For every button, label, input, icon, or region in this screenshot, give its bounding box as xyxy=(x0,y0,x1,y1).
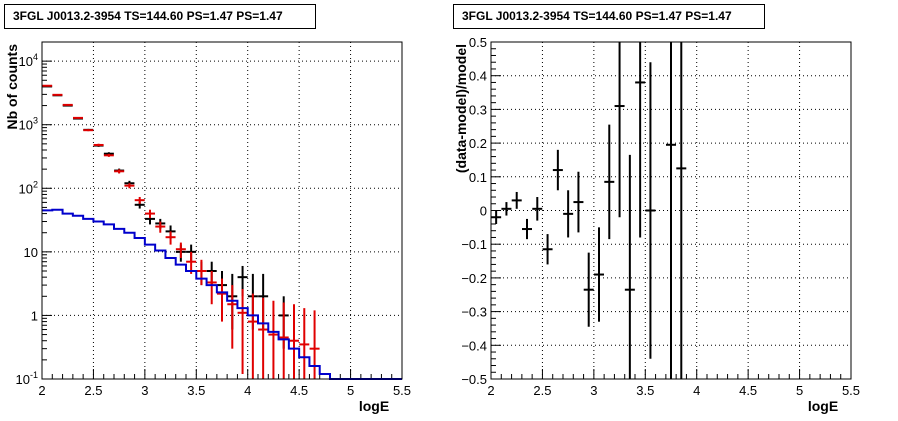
data-point xyxy=(258,297,269,379)
x-tick-label: 5 xyxy=(347,383,354,398)
data-point xyxy=(624,154,635,379)
y-tick-label: 102 xyxy=(19,179,38,196)
x-tick-label: 4 xyxy=(693,383,700,398)
x-axis-label: logE xyxy=(808,398,838,414)
data-point xyxy=(552,149,563,191)
data-point xyxy=(145,209,155,219)
data-point xyxy=(666,42,676,379)
chart-title: 3FGL J0013.2-3954 TS=144.60 PS=1.47 PS=1… xyxy=(453,4,765,29)
data-point xyxy=(52,93,63,96)
data-point xyxy=(635,42,646,238)
data-point xyxy=(93,143,104,147)
data-point xyxy=(83,129,94,132)
plot-frame xyxy=(41,41,403,380)
counts-plot: 2 2.5 3 3.5 4 4.5 5 5.5 10-1 1 10 102 103 104 logE Nb o… xyxy=(4,41,411,414)
model-histogram-line xyxy=(42,208,402,380)
data-point xyxy=(604,124,615,240)
y-tick-label: 10 xyxy=(24,245,38,260)
data-point xyxy=(309,310,320,379)
y-tick-label: 10-1 xyxy=(16,370,38,387)
data-point xyxy=(522,218,532,240)
y-tick-label: 0.2 xyxy=(469,136,487,151)
chart-title: 3FGL J0013.2-3954 TS=144.60 PS=1.47 PS=1… xyxy=(4,4,316,29)
data-point xyxy=(217,278,227,322)
data-point xyxy=(573,171,584,233)
data-point xyxy=(134,196,145,204)
data-point xyxy=(583,252,594,327)
x-tick-label: 2 xyxy=(38,383,45,398)
x-axis-label: logE xyxy=(359,398,389,414)
x-tick-label: 2 xyxy=(487,383,494,398)
data-point xyxy=(42,84,53,87)
x-tick-label: 4 xyxy=(244,383,251,398)
plot-frame xyxy=(490,41,852,380)
y-tick-label: 0.4 xyxy=(469,69,487,84)
x-tick-label: 5 xyxy=(796,383,803,398)
y-axis-label: Nb of counts xyxy=(4,44,20,130)
x-tick-label: 4.5 xyxy=(290,383,308,398)
x-tick-label: 4.5 xyxy=(739,383,757,398)
y-tick-label: 0.5 xyxy=(469,35,487,50)
data-point xyxy=(299,308,310,379)
y-tick-label: 104 xyxy=(19,52,38,69)
y-tick-label: −0.4 xyxy=(461,338,487,353)
data-point xyxy=(542,234,553,265)
data-point xyxy=(175,242,186,259)
x-tick-label: 3 xyxy=(141,383,148,398)
residual-panel: 3FGL J0013.2-3954 TS=144.60 PS=1.47 PS=1… xyxy=(449,0,898,421)
counts-panel: 3FGL J0013.2-3954 TS=144.60 PS=1.47 PS=1… xyxy=(4,4,411,414)
data-point xyxy=(165,231,176,245)
data-point xyxy=(645,62,656,359)
data-point xyxy=(247,293,258,379)
data-point xyxy=(206,270,217,305)
data-point xyxy=(103,153,114,157)
x-tick-label: 3.5 xyxy=(636,383,654,398)
data-point xyxy=(124,183,135,189)
data-point xyxy=(268,300,279,379)
x-tick-label: 5.5 xyxy=(393,383,411,398)
x-tick-label: 2.5 xyxy=(533,383,551,398)
y-tick-label: −0.3 xyxy=(461,305,487,320)
data-point xyxy=(73,116,83,119)
residual-plot: 2 2.5 3 3.5 4 4.5 5 5.5 −0.5 −0.4 −0.3 −0.2 −0.1 0 0.1… xyxy=(453,35,860,414)
x-tick-label: 3 xyxy=(590,383,597,398)
data-point xyxy=(278,302,289,379)
y-tick-label: 0 xyxy=(480,204,487,219)
data-point xyxy=(289,304,299,379)
data-point xyxy=(501,202,512,216)
data-point xyxy=(237,289,248,374)
data-point xyxy=(563,190,574,238)
y-tick-label: −0.2 xyxy=(461,271,487,286)
data-point xyxy=(114,169,125,174)
data-point xyxy=(491,210,502,224)
x-tick-label: 2.5 xyxy=(84,383,102,398)
y-tick-label: −0.1 xyxy=(461,237,487,252)
x-tick-label: 3.5 xyxy=(187,383,205,398)
data-point xyxy=(227,285,238,349)
y-tick-label: 0.1 xyxy=(469,170,487,185)
y-axis-label: (data-model)/model xyxy=(453,44,469,173)
data-point xyxy=(155,221,166,233)
y-tick-label: 1 xyxy=(31,308,38,323)
data-point xyxy=(196,259,207,286)
x-tick-label: 5.5 xyxy=(842,383,860,398)
y-tick-label: 0.3 xyxy=(469,102,487,117)
y-tick-label: 103 xyxy=(19,116,38,133)
data-point xyxy=(676,42,687,379)
data-point xyxy=(594,227,604,322)
data-point xyxy=(511,191,522,209)
data-point xyxy=(532,197,543,221)
data-point xyxy=(614,42,625,218)
y-tick-label: −0.5 xyxy=(461,372,487,387)
data-point xyxy=(62,103,73,106)
